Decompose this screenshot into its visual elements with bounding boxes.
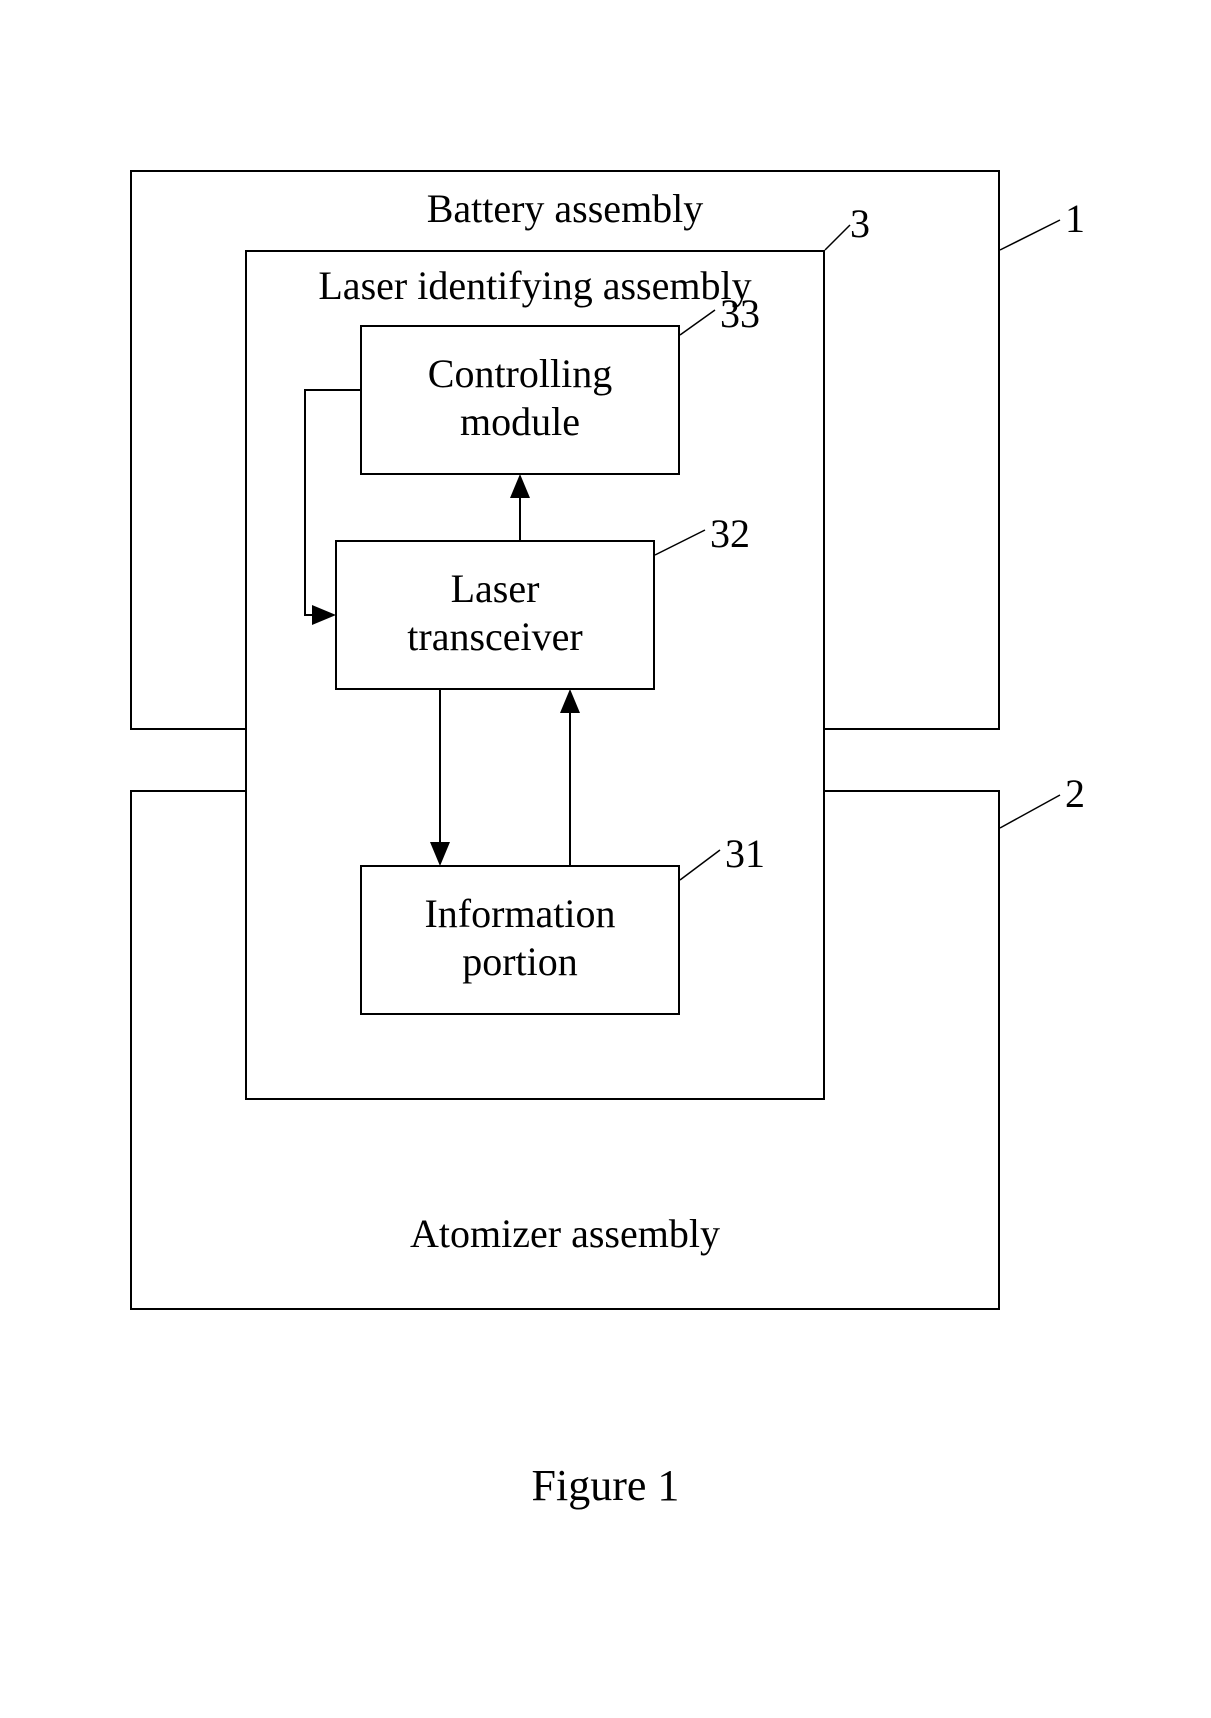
- controlling-module-label: Controlling module: [360, 350, 680, 446]
- leader-2: [1000, 795, 1060, 828]
- diagram-container: Battery assembly Atomizer assembly Laser…: [130, 170, 1090, 1370]
- ref-2: 2: [1065, 770, 1085, 817]
- ref-3: 3: [850, 200, 870, 247]
- figure-caption: Figure 1: [532, 1460, 680, 1511]
- laser-transceiver-line1: Laser: [451, 566, 540, 611]
- ref-33: 33: [720, 290, 760, 337]
- laser-transceiver-line2: transceiver: [407, 614, 582, 659]
- information-portion-line1: Information: [424, 891, 615, 936]
- controlling-module-line1: Controlling: [428, 351, 612, 396]
- ref-32: 32: [710, 510, 750, 557]
- leader-1: [1000, 220, 1060, 250]
- information-portion-line2: portion: [462, 939, 578, 984]
- information-portion-label: Information portion: [360, 890, 680, 986]
- atomizer-assembly-label: Atomizer assembly: [365, 1210, 765, 1258]
- ref-31: 31: [725, 830, 765, 877]
- battery-assembly-label: Battery assembly: [365, 185, 765, 233]
- ref-1: 1: [1065, 195, 1085, 242]
- controlling-module-line2: module: [460, 399, 580, 444]
- laser-transceiver-label: Laser transceiver: [335, 565, 655, 661]
